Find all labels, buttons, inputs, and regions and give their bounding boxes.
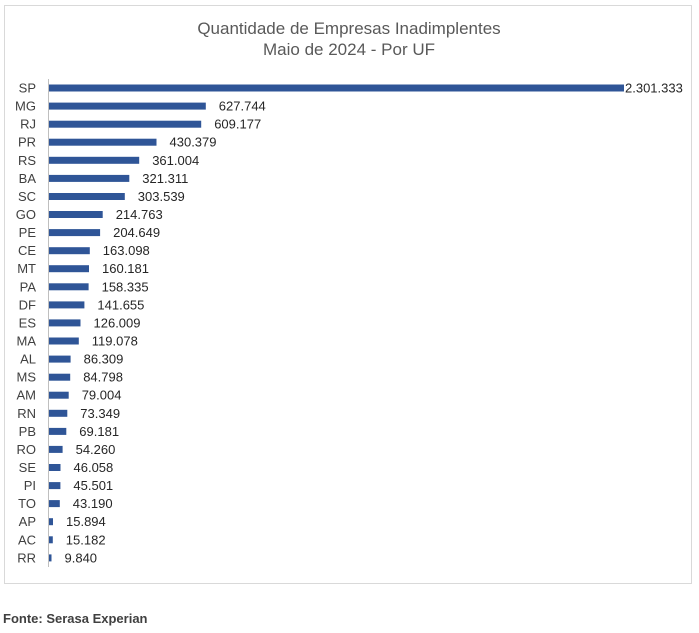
bar-pi — [49, 482, 61, 490]
bar-se — [49, 464, 61, 471]
bar-pr — [49, 138, 157, 146]
bar-al — [49, 355, 71, 363]
value-label-ms: 84.798 — [83, 370, 123, 385]
category-label-sp: SP — [19, 81, 36, 96]
value-label-ce: 163.098 — [103, 243, 150, 258]
bar-pb — [49, 427, 67, 435]
value-label-rj: 609.177 — [214, 117, 261, 132]
category-label-rs: RS — [18, 153, 36, 168]
bar-rs — [49, 156, 140, 164]
bar-rn — [49, 409, 68, 417]
value-label-sc: 303.539 — [138, 189, 185, 204]
chart-subtitle: Maio de 2024 - Por UF — [263, 40, 435, 59]
category-label-mg: MG — [15, 99, 36, 114]
value-label-se: 46.058 — [74, 460, 114, 475]
value-labels: 2.301.333 627.744 609.177 430.379 361.004 321… — [65, 81, 683, 566]
bar-ba — [49, 174, 130, 182]
category-label-pe: PE — [19, 225, 37, 240]
category-label-go: GO — [16, 207, 36, 222]
bar-rj — [49, 120, 202, 128]
category-label-sc: SC — [18, 189, 36, 204]
bar-mt — [49, 265, 89, 273]
bar-pe — [49, 229, 101, 237]
category-label-pi: PI — [24, 478, 36, 493]
bar-ma — [49, 337, 79, 345]
category-label-rj: RJ — [20, 117, 36, 132]
bar-sp — [49, 84, 624, 92]
value-label-sp: 2.301.333 — [625, 81, 683, 96]
bar-sc — [49, 193, 125, 200]
value-label-pe: 204.649 — [113, 225, 160, 240]
category-label-rn: RN — [17, 406, 36, 421]
bar-am — [49, 391, 69, 399]
category-label-ce: CE — [18, 243, 36, 258]
value-label-mg: 627.744 — [219, 99, 266, 114]
bar-ce — [49, 247, 90, 255]
value-label-es: 126.009 — [94, 315, 141, 330]
value-label-pi: 45.501 — [73, 478, 113, 493]
bar-ro — [49, 445, 63, 453]
category-label-ap: AP — [19, 514, 36, 529]
bar-ac — [49, 536, 53, 544]
category-label-am: AM — [17, 388, 37, 403]
category-label-ro: RO — [17, 442, 37, 457]
category-label-pb: PB — [19, 424, 36, 439]
value-label-rr: 9.840 — [65, 550, 98, 565]
category-label-to: TO — [18, 496, 36, 511]
chart-title: Quantidade de Empresas Inadimplentes — [197, 19, 500, 38]
category-labels: SP MG RJ PR RS BA SC GO PE CE MT PA DF ES MA AL MS AM RN PB… — [15, 81, 36, 566]
value-label-df: 141.655 — [97, 297, 144, 312]
value-label-ro: 54.260 — [76, 442, 116, 457]
value-label-rn: 73.349 — [80, 406, 120, 421]
category-label-ba: BA — [19, 171, 37, 186]
category-label-pa: PA — [20, 279, 37, 294]
value-label-ac: 15.182 — [66, 532, 106, 547]
category-label-df: DF — [19, 297, 36, 312]
value-label-pa: 158.335 — [102, 279, 149, 294]
chart-frame — [4, 5, 692, 584]
value-label-pr: 430.379 — [170, 135, 217, 150]
bar-es — [49, 319, 81, 327]
value-label-mt: 160.181 — [102, 261, 149, 276]
value-label-al: 86.309 — [84, 352, 124, 367]
value-label-am: 79.004 — [82, 388, 122, 403]
bar-ms — [49, 373, 71, 381]
value-label-rs: 361.004 — [152, 153, 199, 168]
category-label-ma: MA — [17, 334, 37, 349]
category-label-mt: MT — [17, 261, 36, 276]
bar-df — [49, 301, 85, 309]
bar-rr — [49, 554, 52, 562]
bar-mg — [49, 102, 206, 110]
value-label-to: 43.190 — [73, 496, 113, 511]
source-note: Fonte: Serasa Experian — [3, 611, 148, 626]
bar-to — [49, 500, 60, 508]
bar-pa — [49, 283, 89, 291]
value-label-ma: 119.078 — [92, 334, 138, 349]
value-label-ba: 321.311 — [142, 171, 188, 186]
category-label-pr: PR — [18, 135, 36, 150]
bar-ap — [49, 518, 53, 526]
bar-go — [49, 211, 103, 218]
value-label-ap: 15.894 — [66, 514, 106, 529]
category-label-se: SE — [19, 460, 37, 475]
category-label-al: AL — [20, 352, 36, 367]
category-label-rr: RR — [17, 550, 36, 565]
bars-group — [49, 84, 624, 562]
category-label-ac: AC — [18, 532, 36, 547]
category-label-es: ES — [19, 315, 37, 330]
category-label-ms: MS — [17, 370, 37, 385]
value-label-go: 214.763 — [116, 207, 163, 222]
value-label-pb: 69.181 — [79, 424, 119, 439]
